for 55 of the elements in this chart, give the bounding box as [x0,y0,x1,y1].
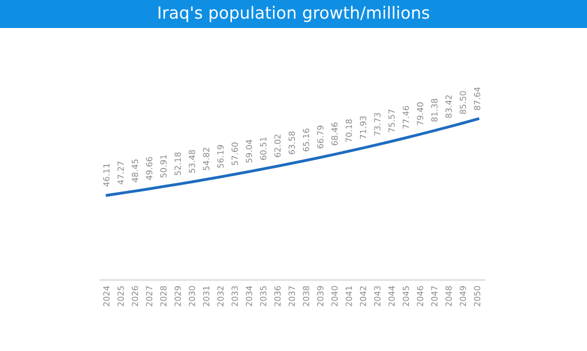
x-tick-label: 2039 [317,286,324,306]
data-label: 71.93 [360,116,366,139]
data-label: 60.51 [260,137,266,160]
data-label: 59.04 [246,140,252,163]
data-label: 54.82 [203,148,210,170]
data-label: 46.11 [103,164,110,187]
x-tick-label: 2024 [103,286,110,306]
x-tick-label: 2038 [302,286,310,306]
data-label: 56.19 [217,145,224,168]
x-tick-label: 2045 [402,286,409,306]
data-label: 79.40 [416,102,424,126]
x-tick-label: 2049 [460,286,466,306]
data-label: 52.18 [174,152,181,176]
data-label: 85.50 [460,91,466,114]
x-tick-label: 2047 [431,286,438,306]
chart-title: Iraq's population growth/millions [158,6,430,22]
data-label: 81.38 [431,98,438,122]
data-label: 77.46 [402,106,409,129]
x-tick-label: 2031 [203,286,210,306]
data-label: 65.16 [302,128,310,152]
data-label: 50.91 [160,155,167,178]
x-tick-label: 2043 [374,286,380,306]
x-tick-label: 2037 [288,286,295,306]
x-tick-label: 2044 [388,286,395,306]
x-tick-label: 2028 [160,286,167,306]
data-label: 49.66 [146,157,152,180]
data-label: 75.57 [388,110,395,132]
data-label: 62.02 [274,134,281,158]
x-tick-label: 2041 [346,286,352,306]
x-tick-label: 2025 [118,286,124,306]
x-tick-label: 2030 [188,286,196,306]
data-label: 63.58 [288,132,295,154]
data-label: 70.18 [346,119,352,142]
data-label: 68.46 [331,122,338,146]
x-tick-label: 2027 [146,286,152,306]
x-tick-label: 2042 [360,286,366,306]
data-label: 83.42 [445,95,452,118]
data-label: 87.64 [474,87,480,110]
x-tick-label: 2035 [260,286,266,306]
data-label: 66.79 [317,126,324,148]
data-label: 47.27 [118,162,124,184]
x-tick-label: 2034 [246,286,252,306]
x-tick-label: 2048 [445,286,452,306]
x-tick-label: 2032 [217,286,224,306]
x-tick-label: 2033 [232,286,238,306]
x-tick-label: 2029 [174,286,181,306]
x-tick-label: 2050 [474,286,480,306]
data-label: 48.45 [132,159,138,182]
x-tick-label: 2046 [416,286,424,306]
data-label: 57.60 [232,142,238,166]
x-tick-label: 2036 [274,286,281,306]
x-tick-label: 2040 [331,286,338,306]
x-tick-label: 2026 [132,286,138,306]
data-label: 53.48 [188,150,196,173]
data-label: 73.73 [374,112,380,136]
